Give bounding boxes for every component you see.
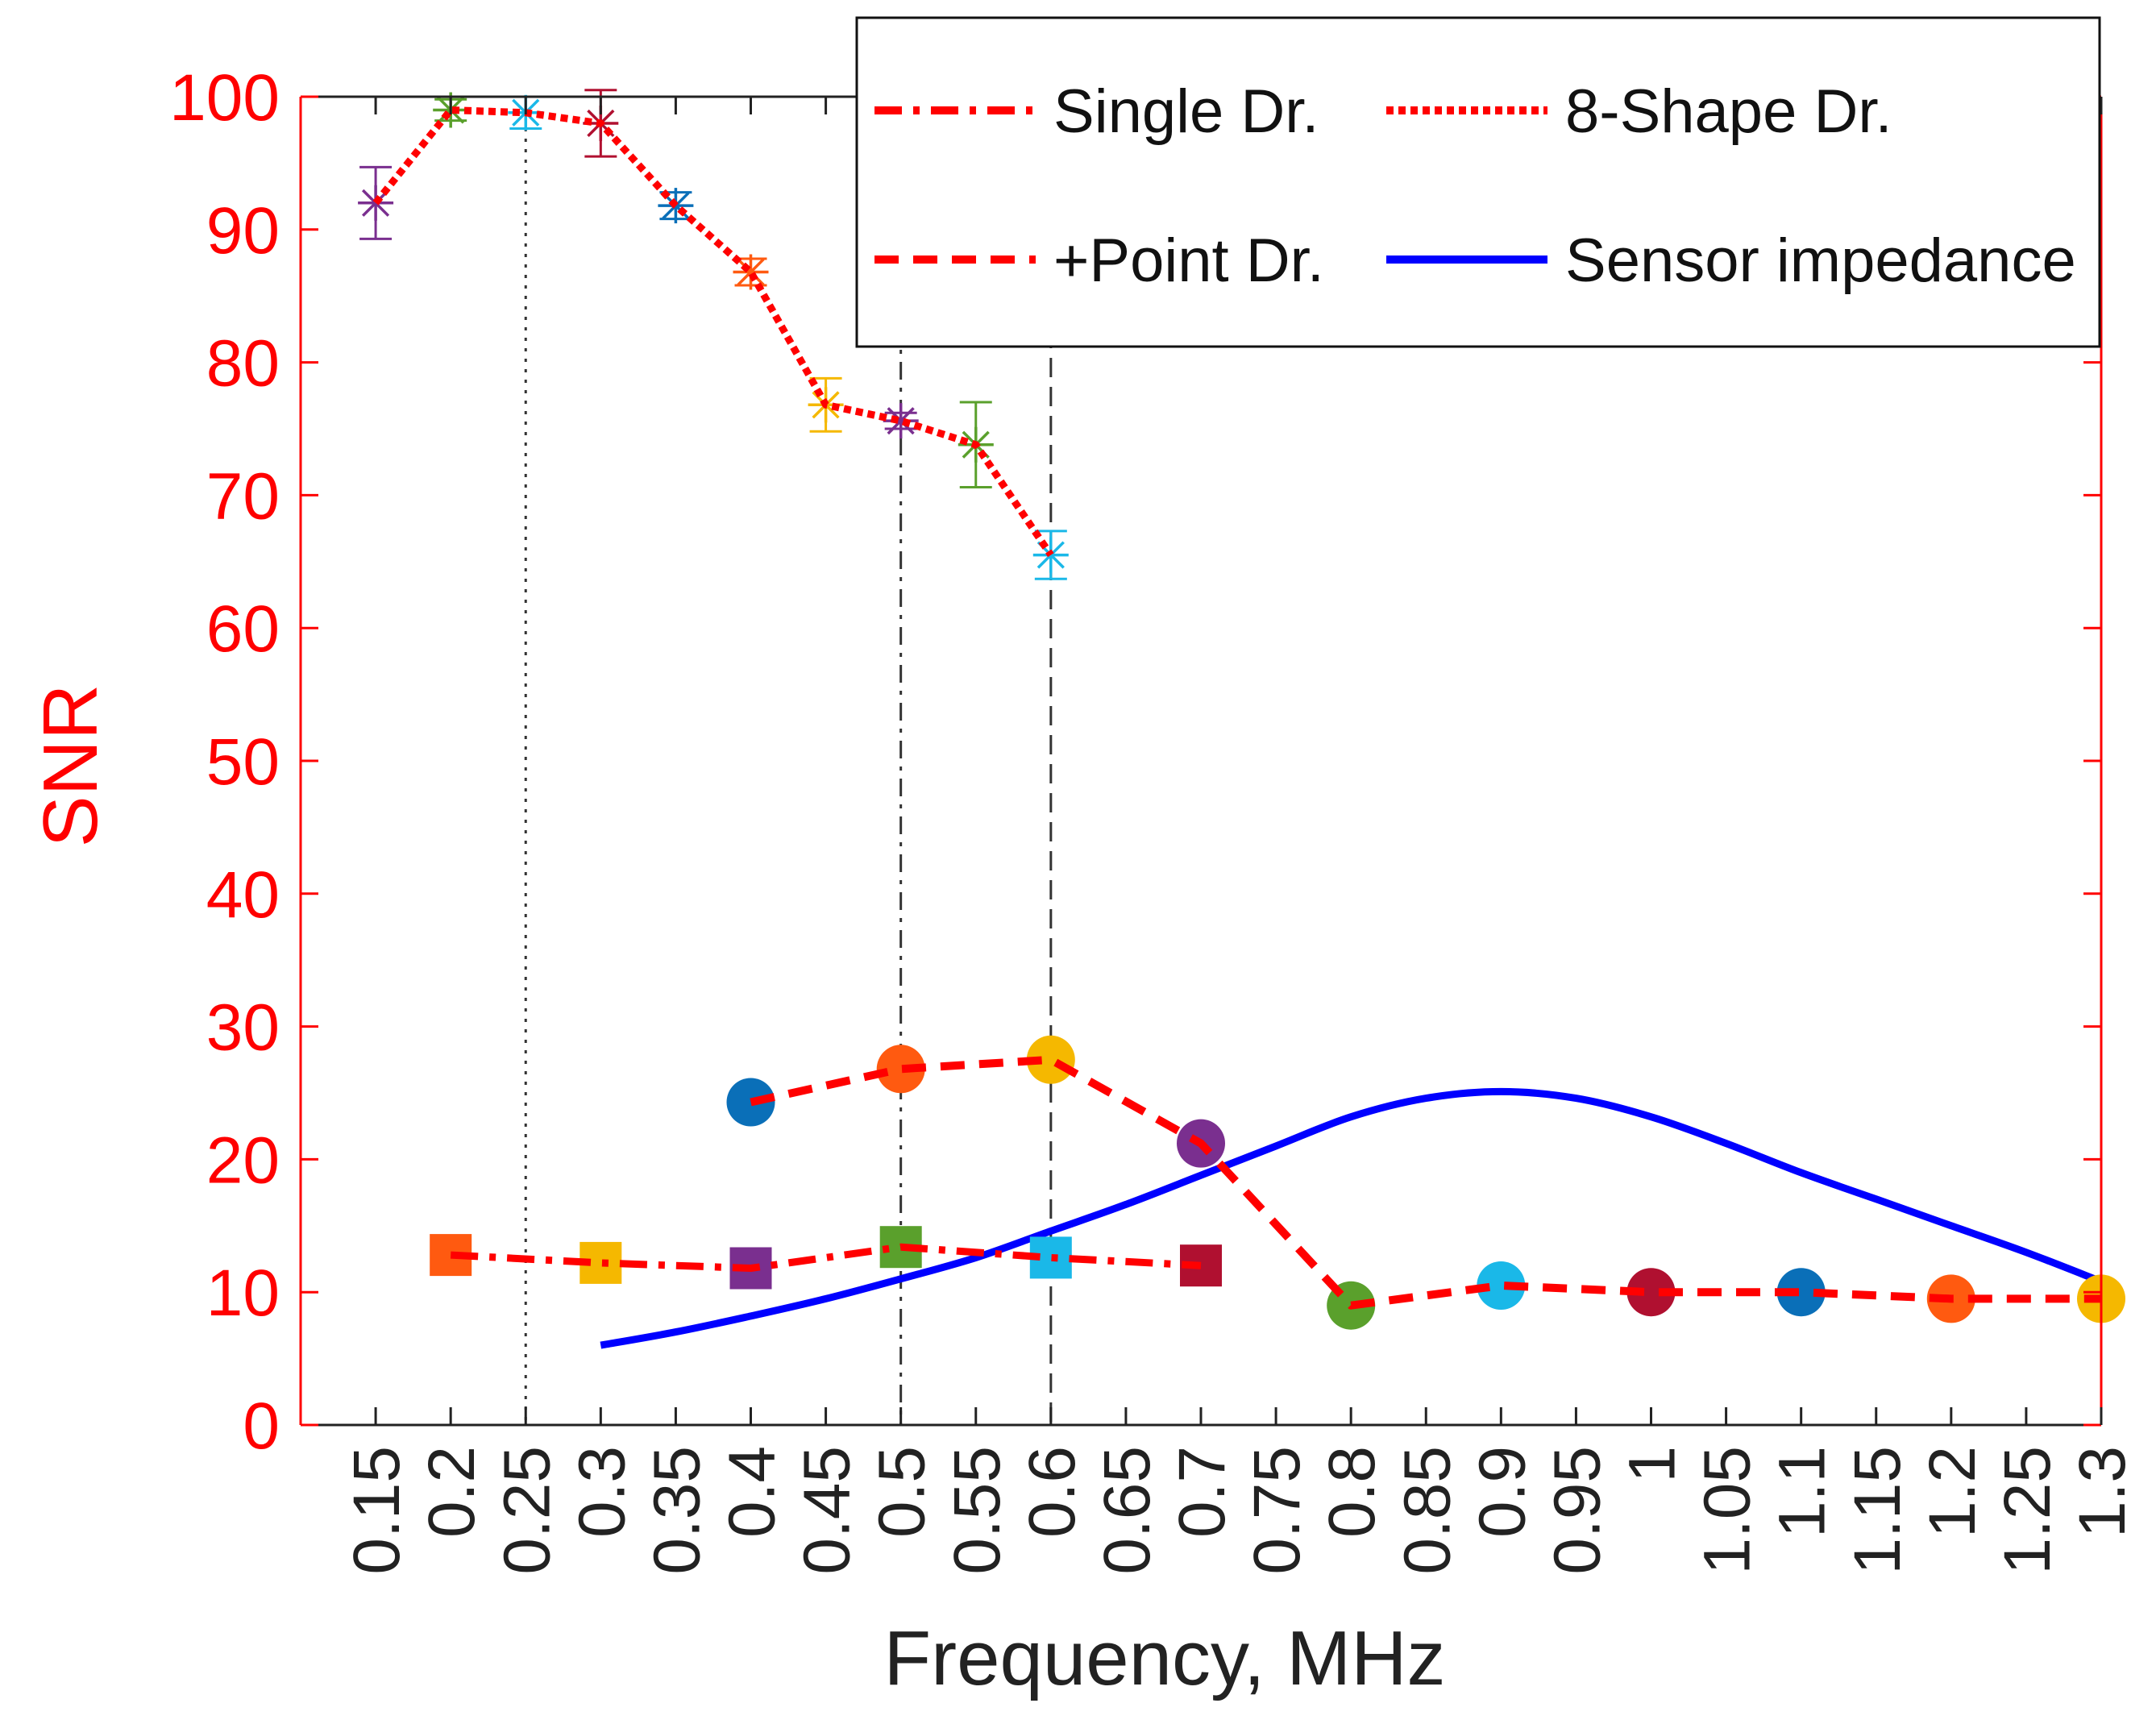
series-line — [372, 106, 1054, 558]
x-tick-label: 0.35 — [640, 1446, 713, 1575]
data-point-circle — [1026, 1035, 1075, 1084]
data-point-circle — [1776, 1268, 1826, 1317]
asterisk-stroke — [361, 189, 390, 217]
series-line — [450, 1243, 1202, 1272]
y-axis-title: SNR — [27, 684, 114, 848]
x-tick-label: 1 — [1616, 1446, 1689, 1483]
x-tick-label: 0.25 — [490, 1446, 563, 1575]
series-line — [750, 1055, 2101, 1310]
x-tick-label: 1.3 — [2066, 1446, 2139, 1538]
axes: 0 10 20 30 40 50 60 70 80 90 100 0.15 0.2 0.25 0.3 0.35… — [169, 61, 2139, 1575]
y-tick-label: 20 — [206, 1124, 280, 1197]
x-tick-label: 1.1 — [1766, 1446, 1839, 1538]
legend-entry: Sensor impedance — [1386, 226, 2076, 295]
y-tick-label: 80 — [206, 327, 280, 401]
y-tick-label: 90 — [206, 194, 280, 268]
x-tick-label: 0.2 — [415, 1446, 488, 1538]
y-tick-label: 50 — [206, 725, 280, 799]
asterisk-stroke — [887, 407, 915, 435]
x-tick-label: 1.2 — [1916, 1446, 1989, 1538]
x-tick-label: 0.5 — [866, 1446, 939, 1538]
y-tick-label: 10 — [206, 1257, 280, 1330]
y-tick-label: 30 — [206, 991, 280, 1065]
legend-entry: Single Dr. — [874, 77, 1319, 146]
x-tick-label: 1.15 — [1841, 1446, 1914, 1575]
legend-label: +Point Dr. — [1053, 226, 1324, 295]
y-tick-label: 40 — [206, 858, 280, 932]
x-tick-label: 0.55 — [941, 1446, 1014, 1575]
x-tick-label: 0.3 — [565, 1446, 638, 1538]
legend-label: Single Dr. — [1053, 77, 1319, 146]
y-tick-label: 60 — [206, 592, 280, 666]
x-tick-label: 0.8 — [1315, 1446, 1389, 1538]
series-layer — [358, 89, 2125, 1349]
x-tick-label: 0.65 — [1090, 1446, 1164, 1575]
legend: Single Dr. 8-Shape Dr. +Point Dr. Sensor im… — [855, 16, 2101, 348]
x-tick-label: 1.05 — [1691, 1446, 1764, 1575]
legend-label: Sensor impedance — [1565, 226, 2076, 295]
legend-entry: +Point Dr. — [874, 226, 1324, 295]
x-tick-label: 0.15 — [340, 1446, 413, 1575]
x-tick-label: 0.9 — [1465, 1446, 1539, 1538]
x-tick-label: 0.6 — [1016, 1446, 1089, 1538]
x-tick-label: 0.7 — [1165, 1446, 1239, 1538]
x-tick-label: 0.75 — [1240, 1446, 1314, 1575]
legend-box — [855, 16, 2101, 348]
x-tick-label: 1.25 — [1991, 1446, 2064, 1575]
x-axis-title: Frequency, MHz — [883, 1615, 1445, 1701]
data-point-asterisk — [883, 403, 919, 439]
legend-label: 8-Shape Dr. — [1565, 77, 1892, 146]
y-tick-label: 0 — [243, 1390, 280, 1463]
data-point-circle — [1626, 1268, 1676, 1317]
asterisk-stroke — [737, 258, 765, 286]
x-tick-label: 0.45 — [791, 1446, 864, 1575]
x-tick-label: 0.4 — [716, 1446, 789, 1538]
series-line — [600, 1087, 2103, 1349]
y-tick-label: 100 — [169, 61, 280, 135]
data-point-circle — [876, 1045, 925, 1094]
x-tick-label: 0.85 — [1390, 1446, 1464, 1575]
legend-entry: 8-Shape Dr. — [1386, 77, 1892, 146]
data-point-circle — [1477, 1261, 1526, 1310]
x-tick-label: 0.95 — [1540, 1446, 1614, 1575]
y-tick-label: 70 — [206, 459, 280, 533]
